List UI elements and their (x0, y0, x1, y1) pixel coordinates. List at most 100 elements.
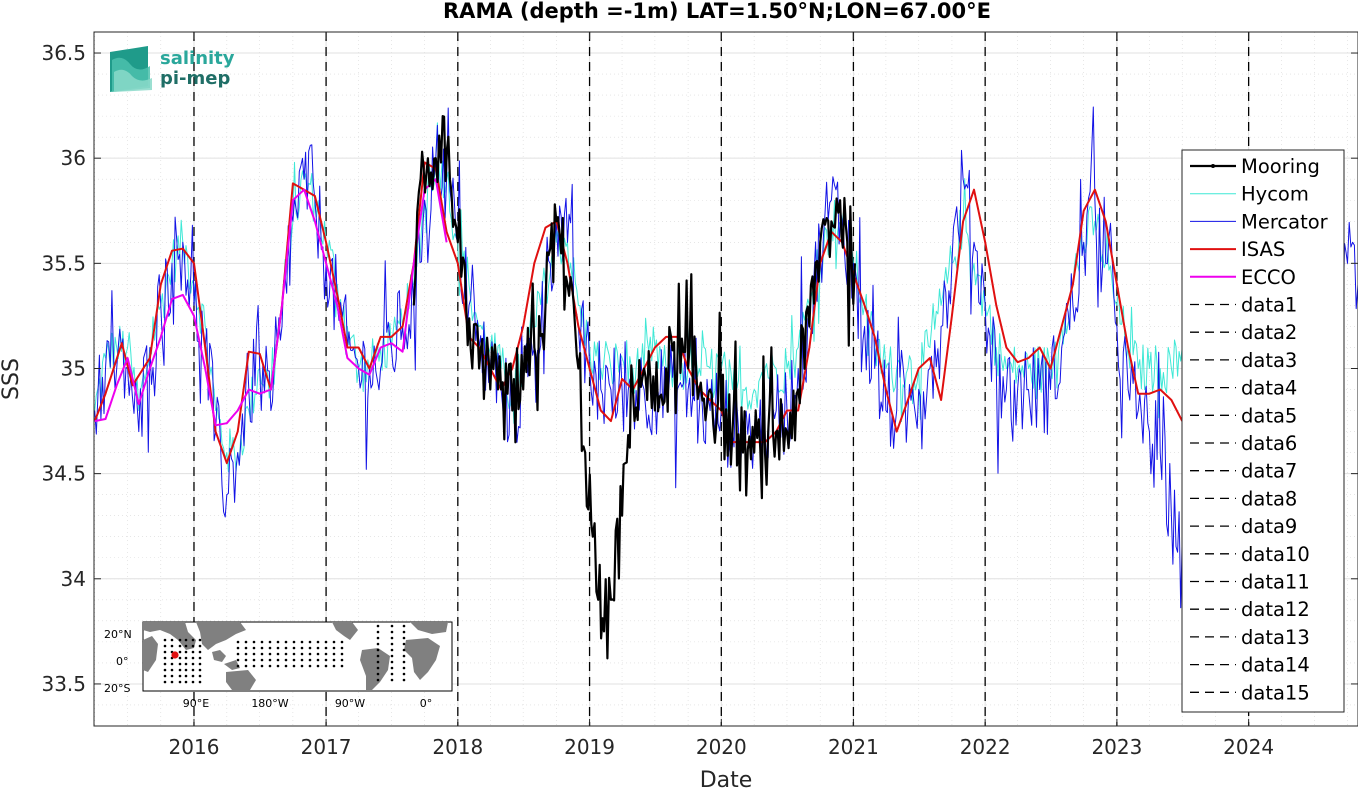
legend-label: data2 (1241, 321, 1297, 344)
mooring-dot (376, 648, 380, 652)
mooring-dot (276, 646, 280, 650)
mooring-dot (292, 658, 296, 662)
mooring-dot (340, 658, 344, 662)
x-tick-label: 2021 (828, 735, 879, 759)
mooring-dot (376, 666, 380, 670)
mooring-dot (178, 638, 182, 642)
axes-box (93, 31, 1358, 727)
legend-label: data14 (1241, 654, 1310, 677)
x-tick-label: 2017 (301, 735, 352, 759)
legend-entry: Mercator (1190, 210, 1329, 233)
mooring-dot (252, 664, 256, 668)
legend-entry: data11 (1190, 571, 1310, 594)
mooring-dot (178, 644, 182, 648)
mooring-dot (170, 644, 174, 648)
mooring-dot (402, 630, 406, 634)
mooring-dot (170, 668, 174, 672)
y-tick-label: 35 (61, 356, 86, 380)
x-tick-label: 2019 (564, 735, 615, 759)
mooring-dot (252, 658, 256, 662)
mooring-dot (184, 662, 188, 666)
mooring-array-dots (163, 624, 406, 684)
mooring-dot (316, 652, 320, 656)
mooring-dot (268, 664, 272, 668)
legend-entry: data1 (1190, 294, 1297, 317)
y-axis: 33.5 34 34.5 35 35.5 36 36.5 (41, 41, 1358, 696)
mooring-dot (260, 658, 264, 662)
legend-label: data8 (1241, 487, 1297, 510)
mooring-dot (198, 668, 202, 672)
mooring-dot (284, 652, 288, 656)
legend-label: data12 (1241, 598, 1310, 621)
mooring-dot (376, 660, 380, 664)
chart-title: RAMA (depth =-1m) LAT=1.50°N;LON=67.00°E (443, 0, 991, 23)
mooring-dot (191, 656, 195, 660)
legend-entry: data12 (1190, 598, 1310, 621)
mooring-dot (390, 654, 394, 658)
logo-waves-icon (110, 46, 152, 92)
mooring-dot (276, 658, 280, 662)
legend-entry: data4 (1190, 377, 1297, 400)
mooring-dot (178, 650, 182, 654)
mooring-dot (332, 658, 336, 662)
x-tick-label: 2022 (960, 735, 1011, 759)
mooring-dot (184, 650, 188, 654)
mooring-dot (284, 658, 288, 662)
mooring-dot (236, 640, 240, 644)
series-line-mooring (412, 115, 856, 660)
mooring-dot (332, 664, 336, 668)
mooring-dot (198, 662, 202, 666)
mooring-dot (332, 652, 336, 656)
mooring-dot (163, 668, 167, 672)
legend-label: data9 (1241, 515, 1297, 538)
x-tick-label: 2018 (432, 735, 483, 759)
mooring-dot (198, 680, 202, 684)
x-tick-label: 2020 (696, 735, 747, 759)
legend-entry: data8 (1190, 487, 1297, 510)
mooring-dot (268, 652, 272, 656)
mooring-dot (268, 646, 272, 650)
mooring-dot (402, 672, 406, 676)
x-tick-label: 2024 (1223, 735, 1274, 759)
y-tick-label: 34 (61, 567, 86, 591)
mooring-dot (178, 680, 182, 684)
station-location-map: 20°N 0° 20°S 90°E 180°W 90°W 0° (104, 621, 453, 710)
mooring-dot (268, 640, 272, 644)
legend-label: data1 (1241, 294, 1297, 317)
salinity-pi-mep-logo: salinity pi-mep (110, 46, 235, 92)
mooring-dot (260, 646, 264, 650)
mooring-dot (252, 652, 256, 656)
mooring-dot (236, 652, 240, 656)
mooring-dot (316, 640, 320, 644)
legend-label: Hycom (1241, 183, 1309, 206)
mooring-dot (198, 638, 202, 642)
map-lon-label-180w: 180°W (251, 697, 288, 710)
legend-label: data4 (1241, 377, 1297, 400)
mooring-dot (390, 624, 394, 628)
mooring-dot (390, 660, 394, 664)
mooring-dot (300, 652, 304, 656)
legend-label: data7 (1241, 460, 1297, 483)
legend-label: data15 (1241, 681, 1310, 704)
mooring-dot (244, 646, 248, 650)
legend-label: data10 (1241, 543, 1310, 566)
mooring-dot (191, 662, 195, 666)
mooring-dot (340, 640, 344, 644)
legend-entry: data14 (1190, 654, 1310, 677)
mooring-dot (376, 636, 380, 640)
mooring-dot (300, 658, 304, 662)
legend-entry: data2 (1190, 321, 1297, 344)
mooring-dot (284, 664, 288, 668)
map-lon-label-0: 0° (420, 697, 433, 710)
y-tick-label: 33.5 (41, 672, 86, 696)
mooring-dot (178, 662, 182, 666)
legend-entry: data10 (1190, 543, 1310, 566)
legend-label: data11 (1241, 571, 1310, 594)
y-tick-label: 36.5 (41, 41, 86, 65)
mooring-dot (376, 654, 380, 658)
mooring-dot (163, 662, 167, 666)
mooring-dot (163, 674, 167, 678)
mooring-dot (390, 648, 394, 652)
mooring-dot (236, 658, 240, 662)
mooring-dot (376, 672, 380, 676)
